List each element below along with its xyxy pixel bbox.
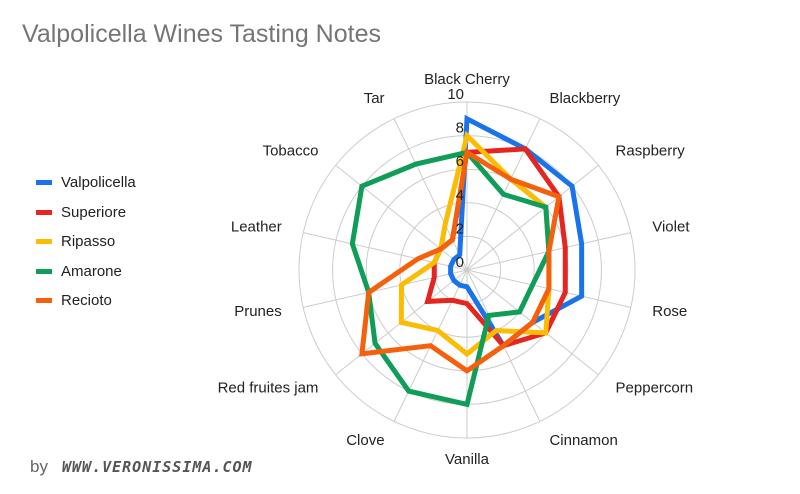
axis-label: Prunes <box>234 303 282 320</box>
tick-label: 4 <box>456 187 464 204</box>
series-line-recioto <box>359 148 562 374</box>
series-line-amarone <box>349 149 552 408</box>
axis-label: Black Cherry <box>424 71 510 88</box>
axis-label: Violet <box>652 219 690 236</box>
tick-label: 0 <box>456 254 464 271</box>
legend-item: Superiore <box>36 198 136 228</box>
credit: by WWW.VERONISSIMA.COM <box>30 457 253 477</box>
credit-site: WWW.VERONISSIMA.COM <box>61 458 253 476</box>
axis-label: Raspberry <box>616 143 686 160</box>
axis-label: Tobacco <box>263 143 319 160</box>
legend-swatch <box>36 298 52 304</box>
tick-label: 8 <box>456 120 464 137</box>
grid-spoke <box>393 118 468 271</box>
axis-label: Clove <box>346 432 384 449</box>
legend-label: Recioto <box>61 292 112 310</box>
axis-label: Rose <box>652 303 687 320</box>
legend-swatch <box>36 268 52 274</box>
radar-grid <box>298 101 636 439</box>
axis-label: Red fruites jam <box>218 379 319 396</box>
grid-spoke <box>466 164 599 271</box>
legend-swatch <box>36 180 52 186</box>
legend-label: Valpolicella <box>61 174 136 192</box>
legend-item: Ripasso <box>36 227 136 257</box>
grid-spoke <box>303 269 468 308</box>
grid-spoke <box>335 164 468 271</box>
tick-label: 6 <box>456 153 464 170</box>
legend-swatch <box>36 239 52 245</box>
legend-item: Amarone <box>36 257 136 287</box>
axis-label: Tar <box>364 90 385 107</box>
legend-item: Recioto <box>36 286 136 316</box>
tick-label: 10 <box>447 86 464 103</box>
legend-label: Superiore <box>61 203 127 221</box>
legend-label: Amarone <box>61 262 122 280</box>
legend-label: Ripasso <box>61 233 116 251</box>
axis-label: Cinnamon <box>549 432 617 449</box>
axis-label: Leather <box>231 219 282 236</box>
legend-item: Valpolicella <box>36 168 136 198</box>
grid-spoke <box>303 232 468 271</box>
axis-label: Peppercorn <box>616 379 694 396</box>
tick-label: 2 <box>456 220 464 237</box>
credit-by: by <box>30 457 48 476</box>
legend-swatch <box>36 209 52 215</box>
axis-label: Vanilla <box>445 451 490 468</box>
legend: Valpolicella Superiore Ripasso Amarone Recio… <box>36 168 136 316</box>
axis-label: Blackberry <box>549 90 620 107</box>
chart-title: Valpolicella Wines Tasting Notes <box>22 20 381 48</box>
series-line-valpolicella <box>448 114 585 350</box>
